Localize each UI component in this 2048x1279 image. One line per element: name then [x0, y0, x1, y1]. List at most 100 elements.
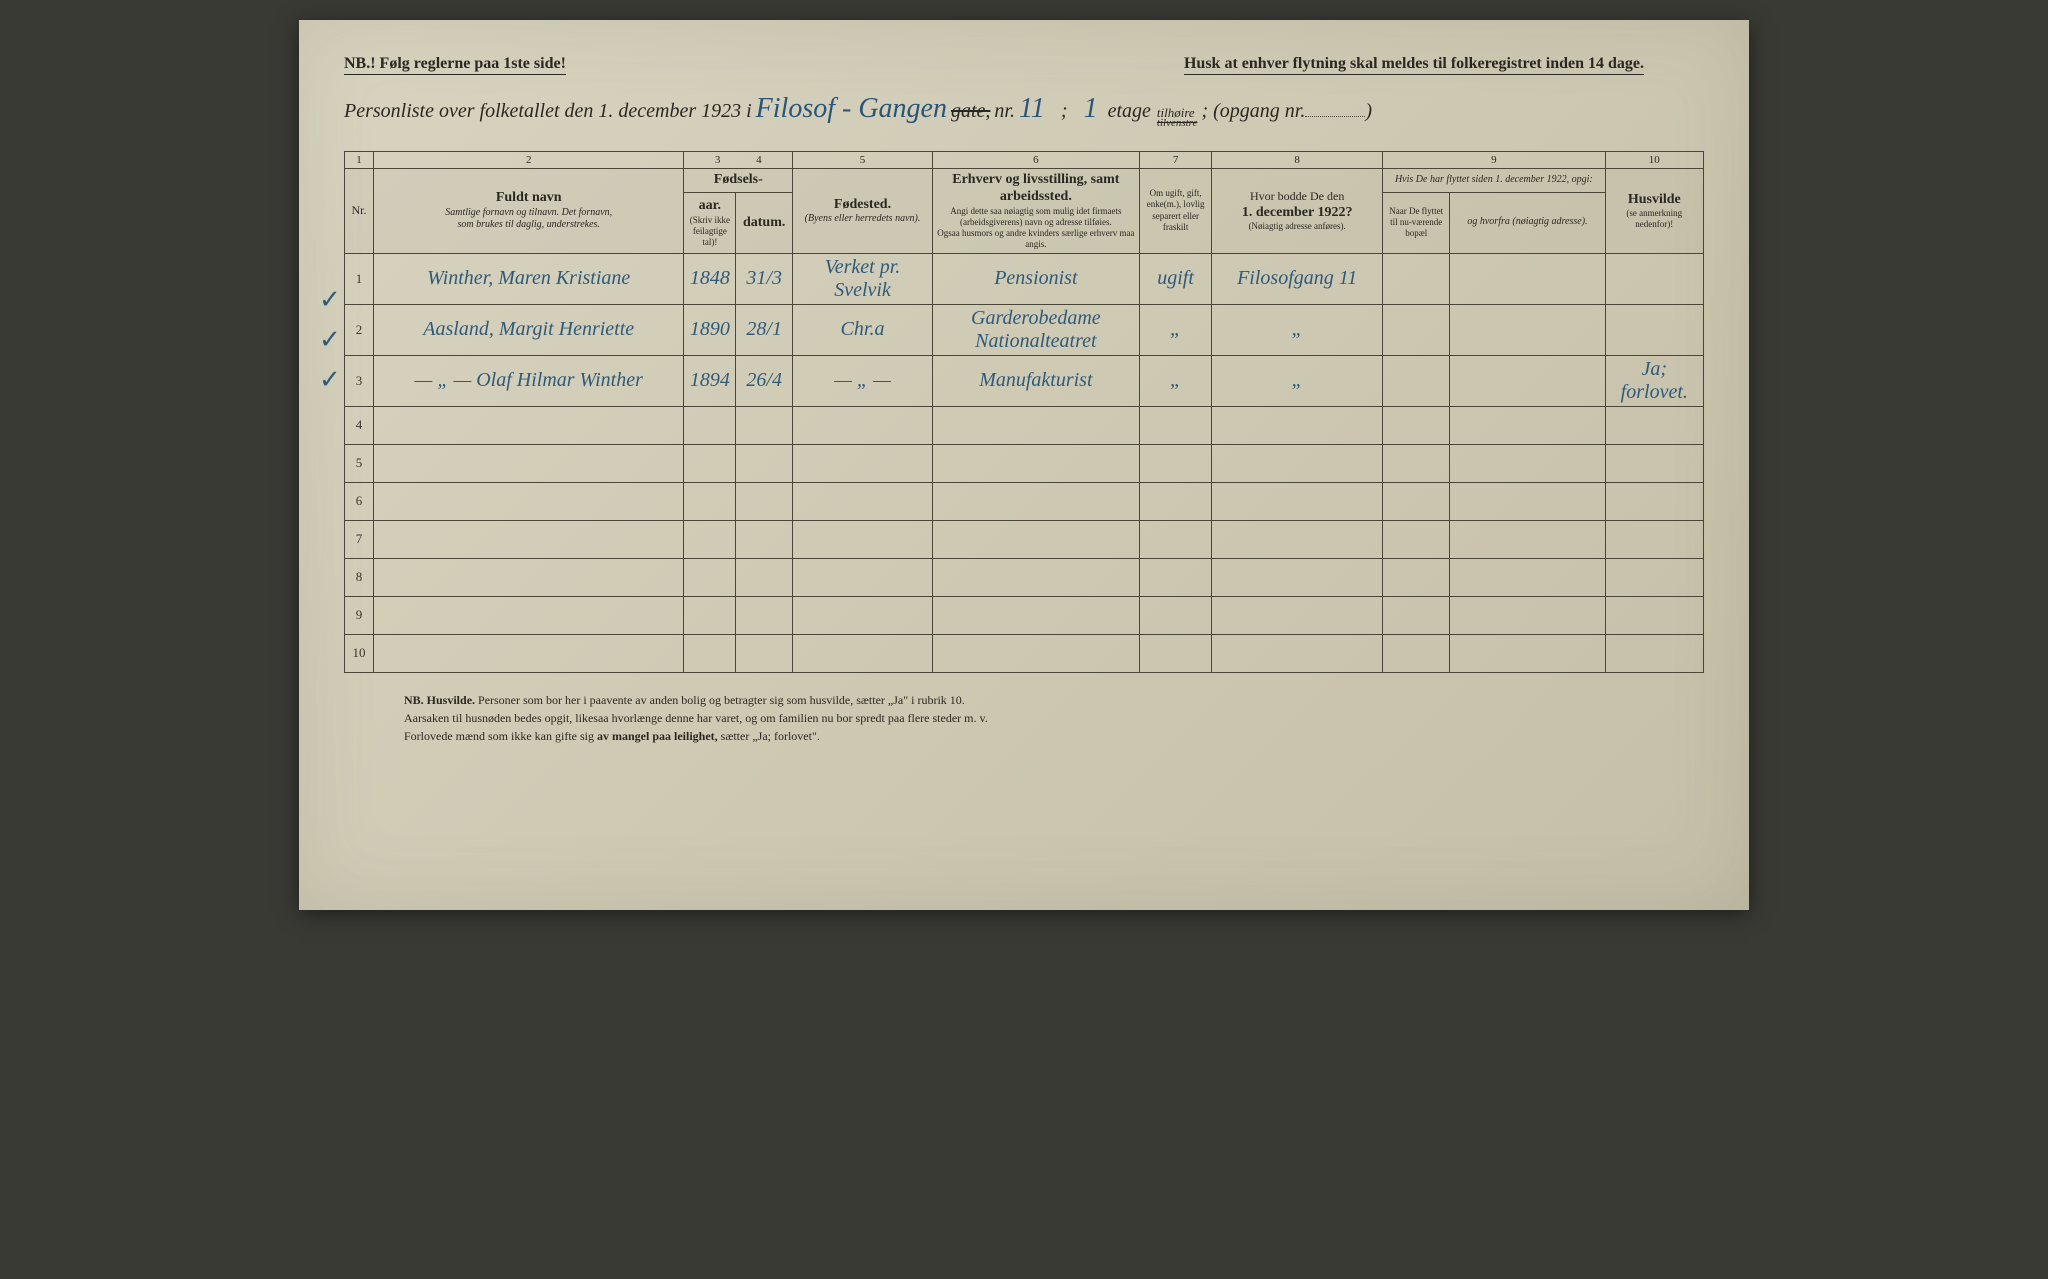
- colnum: 4: [756, 154, 762, 166]
- footer-l3c: sætter „Ja; forlovet".: [721, 729, 820, 743]
- hdr-moved-text: Hvis De har flyttet siden 1. december 19…: [1387, 174, 1601, 187]
- table-row: 4: [345, 406, 1704, 444]
- colnum: 3: [715, 154, 721, 166]
- name-cell: [373, 444, 684, 482]
- name-cell: — „ — Olaf Hilmar Winther: [373, 355, 684, 406]
- prevaddr-cell: Filosofgang 11: [1212, 253, 1383, 304]
- hdr-birth-label: Fødsels-: [714, 172, 763, 187]
- gate-label: gate,: [951, 100, 990, 123]
- moved-from-cell: [1450, 596, 1605, 634]
- prevaddr-cell: [1212, 482, 1383, 520]
- footer-nb: NB. Husvilde.: [404, 693, 475, 707]
- row-number: 8: [345, 558, 374, 596]
- husvilde-cell: [1605, 444, 1703, 482]
- table-row: 5: [345, 444, 1704, 482]
- footer-line-1: NB. Husvilde. Personer som bor her i paa…: [404, 691, 1644, 709]
- moved-when-cell: [1383, 634, 1450, 672]
- moved-when-cell: [1383, 253, 1450, 304]
- header-row: NB.! Følg reglerne paa 1ste side! Husk a…: [344, 55, 1704, 75]
- table-row: 3— „ — Olaf Hilmar Winther189426/4— „ —M…: [345, 355, 1704, 406]
- prevaddr-cell: [1212, 444, 1383, 482]
- year-cell: [684, 520, 736, 558]
- table-row: 6: [345, 482, 1704, 520]
- hdr-date: datum.: [736, 192, 793, 253]
- table-row: 8: [345, 558, 1704, 596]
- marital-cell: [1139, 482, 1211, 520]
- name-cell: [373, 406, 684, 444]
- hdr-year-note: (Skriv ikke feilagtige tal)!: [688, 215, 731, 249]
- birthplace-cell: Verket pr. Svelvik: [793, 253, 933, 304]
- checkmark-icon: ✓: [319, 285, 341, 315]
- tilvenstre-text: tilvenstre: [1157, 119, 1198, 129]
- table-row: 2Aasland, Margit Henriette189028/1Chr.aG…: [345, 304, 1704, 355]
- husvilde-cell: [1605, 406, 1703, 444]
- moved-when-cell: [1383, 520, 1450, 558]
- checkmark-icon: ✓: [319, 365, 341, 395]
- footer-l1b: Personer som bor her i paavente av anden…: [478, 693, 965, 707]
- nb-instruction: NB.! Følg reglerne paa 1ste side!: [344, 55, 566, 75]
- row-number: 2: [345, 304, 374, 355]
- occupation-cell: [932, 596, 1139, 634]
- hdr-occ-sub1: Angi dette saa nøiagtig som mulig idet f…: [937, 206, 1135, 229]
- prevaddr-cell: „: [1212, 304, 1383, 355]
- prevaddr-cell: [1212, 520, 1383, 558]
- moved-when-cell: [1383, 406, 1450, 444]
- date-cell: 26/4: [736, 355, 793, 406]
- birthplace-cell: [793, 558, 933, 596]
- name-cell: [373, 482, 684, 520]
- birthplace-cell: [793, 520, 933, 558]
- birthplace-cell: [793, 482, 933, 520]
- husvilde-cell: [1605, 558, 1703, 596]
- husvilde-cell: [1605, 520, 1703, 558]
- birthplace-cell: [793, 634, 933, 672]
- occupation-cell: [932, 634, 1139, 672]
- table-row: 7: [345, 520, 1704, 558]
- hdr-birth-group: Fødsels-: [684, 168, 793, 192]
- moved-from-cell: [1450, 253, 1605, 304]
- etage-fill: 1: [1080, 93, 1102, 125]
- row-number: 1: [345, 253, 374, 304]
- table-body: 1Winther, Maren Kristiane184831/3Verket …: [345, 253, 1704, 672]
- year-cell: 1890: [684, 304, 736, 355]
- hdr-name-sub2: som brukes til daglig, understrekes.: [378, 219, 680, 232]
- hdr-prevaddr: Hvor bodde De den 1. december 1922? (Nøi…: [1212, 168, 1383, 253]
- hdr-moved-group: Hvis De har flyttet siden 1. december 19…: [1383, 168, 1606, 192]
- year-cell: 1848: [684, 253, 736, 304]
- title-prefix: Personliste over folketallet den 1. dece…: [344, 100, 752, 123]
- hdr-birthplace-sub: (Byens eller herredets navn).: [797, 213, 928, 226]
- hdr-husvilde-sub: (se anmerkning nedenfor)!: [1610, 208, 1699, 231]
- husvilde-cell: [1605, 304, 1703, 355]
- moved-when-cell: [1383, 355, 1450, 406]
- year-cell: [684, 482, 736, 520]
- hdr-moved-from: og hvorfra (nøiagtig adresse).: [1450, 192, 1605, 253]
- census-table: 1 2 3 4 5 6 7 8 9 10 Nr. Fuldt navn Samt…: [344, 151, 1704, 673]
- date-cell: [736, 406, 793, 444]
- marital-cell: [1139, 520, 1211, 558]
- opgang-label: ; (opgang nr.: [1201, 100, 1305, 123]
- row-number: 4: [345, 406, 374, 444]
- moved-from-cell: [1450, 355, 1605, 406]
- marital-cell: „: [1139, 304, 1211, 355]
- moved-from-cell: [1450, 444, 1605, 482]
- table-row: 9: [345, 596, 1704, 634]
- checkmark-icon: ✓: [319, 325, 341, 355]
- tilhoire-block: tilhøire tilvenstre: [1157, 107, 1198, 129]
- date-cell: [736, 558, 793, 596]
- footer-note: NB. Husvilde. Personer som bor her i paa…: [344, 691, 1704, 745]
- husvilde-cell: Ja; forlovet.: [1605, 355, 1703, 406]
- column-number-row: 1 2 3 4 5 6 7 8 9 10: [345, 151, 1704, 168]
- marital-cell: [1139, 634, 1211, 672]
- date-cell: 31/3: [736, 253, 793, 304]
- row-number: 6: [345, 482, 374, 520]
- occupation-cell: Garderobedame Nationalteatret: [932, 304, 1139, 355]
- hdr-year-label: aar.: [688, 197, 731, 215]
- husvilde-cell: [1605, 482, 1703, 520]
- prevaddr-cell: [1212, 634, 1383, 672]
- colnum: 10: [1605, 151, 1703, 168]
- birthplace-cell: [793, 406, 933, 444]
- date-cell: 28/1: [736, 304, 793, 355]
- birthplace-cell: [793, 444, 933, 482]
- prevaddr-cell: [1212, 406, 1383, 444]
- moved-from-cell: [1450, 406, 1605, 444]
- marital-cell: „: [1139, 355, 1211, 406]
